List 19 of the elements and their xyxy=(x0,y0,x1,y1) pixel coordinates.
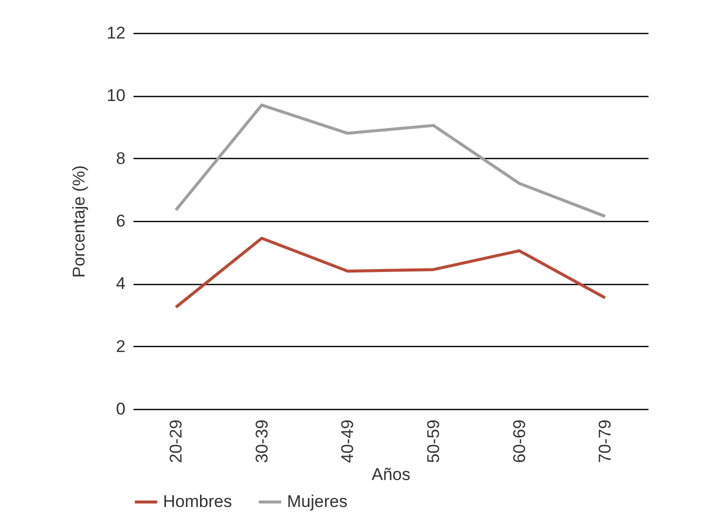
y-tick-label: 4 xyxy=(116,274,126,294)
y-tick-label: 0 xyxy=(116,400,126,418)
line-series xyxy=(174,236,607,309)
x-tick-label: 40-49 xyxy=(338,420,358,463)
legend-label: Mujeres xyxy=(287,492,348,511)
x-tick-label: 60-69 xyxy=(510,420,529,463)
legend-label: Hombres xyxy=(163,492,232,511)
y-tick-label: 6 xyxy=(116,212,126,230)
line-series xyxy=(174,104,607,218)
x-tick-label: 50-59 xyxy=(424,420,443,463)
y-tick-label: 8 xyxy=(116,148,126,168)
x-axis-title: Años xyxy=(372,464,410,484)
y-tick-label: 2 xyxy=(116,336,126,356)
y-tick-label: 10 xyxy=(106,86,126,106)
y-tick-label: 12 xyxy=(106,24,126,42)
x-tick-label: 70-79 xyxy=(596,420,615,463)
y-axis-title: Porcentaje (%) xyxy=(70,165,89,278)
x-tick-label: 20-29 xyxy=(166,420,186,463)
x-tick-label: 30-39 xyxy=(252,420,272,463)
